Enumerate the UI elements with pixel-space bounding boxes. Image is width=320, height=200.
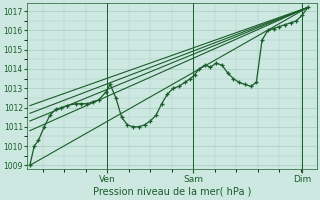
X-axis label: Pression niveau de la mer( hPa ): Pression niveau de la mer( hPa ) — [92, 187, 251, 197]
